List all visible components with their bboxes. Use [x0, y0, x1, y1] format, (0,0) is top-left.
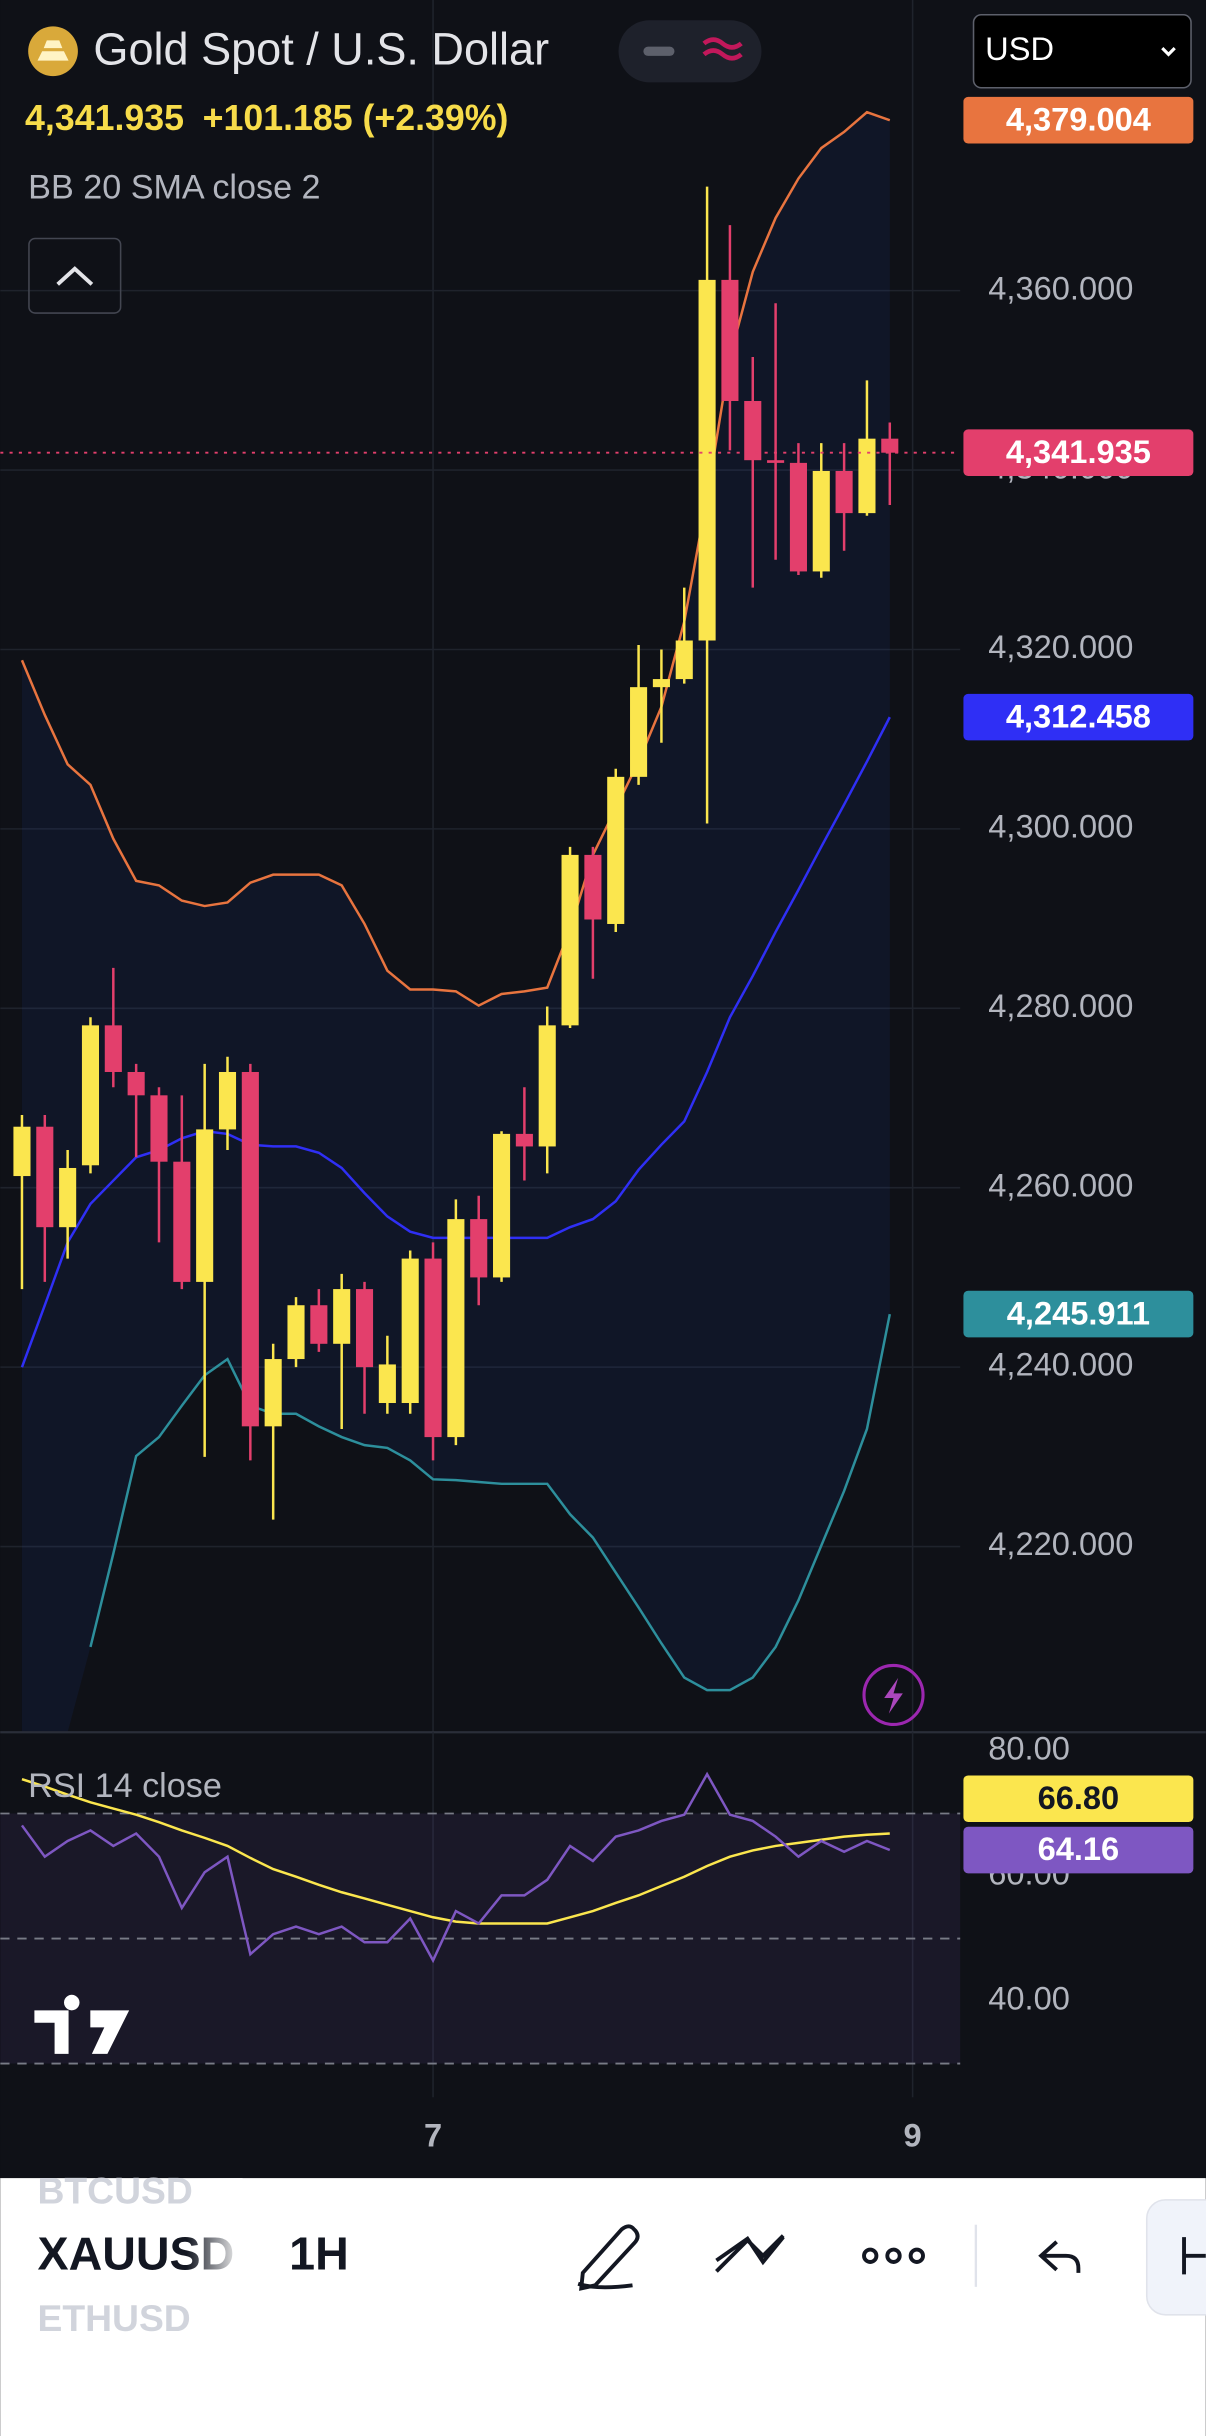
- candle-body: [584, 854, 602, 920]
- collapse-button[interactable]: [28, 237, 122, 314]
- price-header: 4,341.935 +101.185 (+2.39%): [25, 99, 508, 139]
- more-button[interactable]: [862, 2247, 925, 2264]
- alert-icon: [884, 1677, 903, 1714]
- candle-body: [721, 279, 739, 401]
- rsi-legend: RSI 14 close: [28, 1767, 222, 1805]
- candle-body: [196, 1129, 214, 1282]
- extra-icon: [1182, 2237, 1206, 2275]
- extra-button[interactable]: [1145, 2199, 1206, 2316]
- band-value-label: 4,312.458: [1006, 697, 1151, 734]
- candle-body: [538, 1025, 556, 1147]
- symbol-icon-bars: [37, 40, 69, 61]
- status-pill[interactable]: [618, 20, 762, 83]
- last-price-label: 4,341.935: [1006, 433, 1151, 470]
- currency-label: USD: [985, 30, 1054, 67]
- candle-body: [13, 1126, 31, 1177]
- band-value-label: 4,379.004: [1006, 100, 1151, 137]
- band-value-label-box: [963, 96, 1194, 144]
- x-tick-label: 7: [424, 2116, 442, 2153]
- candle-body: [241, 1071, 259, 1427]
- rsi-value-label: 64.16: [1038, 1830, 1120, 1867]
- candle-body: [36, 1126, 54, 1228]
- rsi-value-label-box: [963, 1775, 1194, 1823]
- currency-dropdown[interactable]: [972, 13, 1192, 89]
- fade-mask: [186, 2178, 243, 2349]
- status-icon: [643, 46, 675, 56]
- indicator-legend: BB 20 SMA close 2: [28, 169, 320, 207]
- candle-body: [287, 1305, 305, 1360]
- rsi-line: [21, 1777, 890, 1925]
- bollinger-line: [89, 1313, 892, 1692]
- band-value-label: 4,245.911: [1007, 1294, 1150, 1331]
- candle-body: [470, 1219, 488, 1278]
- candle-body: [515, 1133, 533, 1147]
- band-value-label-box: [963, 1290, 1194, 1338]
- candle-body: [652, 679, 670, 688]
- candle-body: [630, 687, 648, 777]
- y-tick-label: 4,260.000: [988, 1166, 1133, 1203]
- y-tick-label: 4,320.000: [988, 628, 1133, 665]
- last-price: 4,341.935: [25, 99, 184, 139]
- candle-body: [789, 462, 807, 572]
- last-price-label-box: [963, 429, 1194, 477]
- candle-body: [767, 460, 785, 463]
- bollinger-line: [20, 110, 891, 1008]
- candle-body: [355, 1289, 374, 1368]
- candle-body: [424, 1258, 442, 1438]
- alert-button[interactable]: [862, 1663, 925, 1727]
- trend-tool[interactable]: [715, 2234, 785, 2273]
- candle-body: [173, 1161, 191, 1282]
- candle-body: [858, 438, 876, 514]
- status-icon: [702, 37, 743, 61]
- candle-body: [333, 1289, 351, 1344]
- rsi-value-label-box: [963, 1826, 1194, 1874]
- price-change: +101.185 (+2.39%): [203, 99, 509, 139]
- rsi-tick-label: 80.00: [988, 1730, 1070, 1767]
- candle-body: [218, 1071, 237, 1130]
- band-value-label-box: [963, 693, 1194, 741]
- x-tick-label: 9: [904, 2116, 922, 2153]
- rsi-line: [20, 1771, 891, 1964]
- candle-body: [310, 1305, 328, 1344]
- interval[interactable]: 1H: [289, 2228, 349, 2280]
- y-tick-label: 4,280.000: [988, 987, 1133, 1024]
- candle-body: [150, 1095, 168, 1162]
- candle-body: [561, 854, 579, 1026]
- candle-body: [835, 470, 853, 514]
- candle-body: [264, 1359, 282, 1427]
- candle-body: [607, 776, 625, 924]
- y-tick-label: 4,300.000: [988, 807, 1133, 844]
- y-tick-label: 4,360.000: [988, 269, 1133, 306]
- candle-body: [59, 1167, 77, 1228]
- y-tick-label: 4,220.000: [988, 1525, 1133, 1562]
- y-tick-label: 4,240.000: [988, 1346, 1133, 1383]
- candle-body: [81, 1025, 100, 1166]
- symbol-option[interactable]: ETHUSD: [37, 2297, 190, 2339]
- candle-body: [447, 1219, 465, 1438]
- dropdown-chevron: [1161, 47, 1176, 57]
- candle-body: [675, 640, 693, 680]
- draw-tool[interactable]: [577, 2224, 640, 2291]
- candle-body: [744, 400, 762, 461]
- candle-body: [378, 1364, 396, 1404]
- candle-body: [493, 1133, 511, 1278]
- rsi-tick-label: 40.00: [988, 1980, 1070, 2017]
- band-fill: [21, 112, 890, 1733]
- candle-body: [127, 1071, 145, 1096]
- candle-body: [698, 279, 716, 641]
- symbol-title: Gold Spot / U.S. Dollar: [93, 24, 549, 75]
- candle-body: [401, 1258, 419, 1404]
- candle-body: [812, 470, 830, 572]
- candle-body: [104, 1025, 122, 1072]
- undo-button[interactable]: [1038, 2240, 1081, 2273]
- collapse-icon: [56, 266, 94, 286]
- symbol-option[interactable]: BTCUSD: [37, 2169, 192, 2211]
- rsi-value-label: 66.80: [1038, 1779, 1120, 1816]
- tradingview-logo: [34, 1994, 130, 2054]
- candle-body: [881, 438, 899, 453]
